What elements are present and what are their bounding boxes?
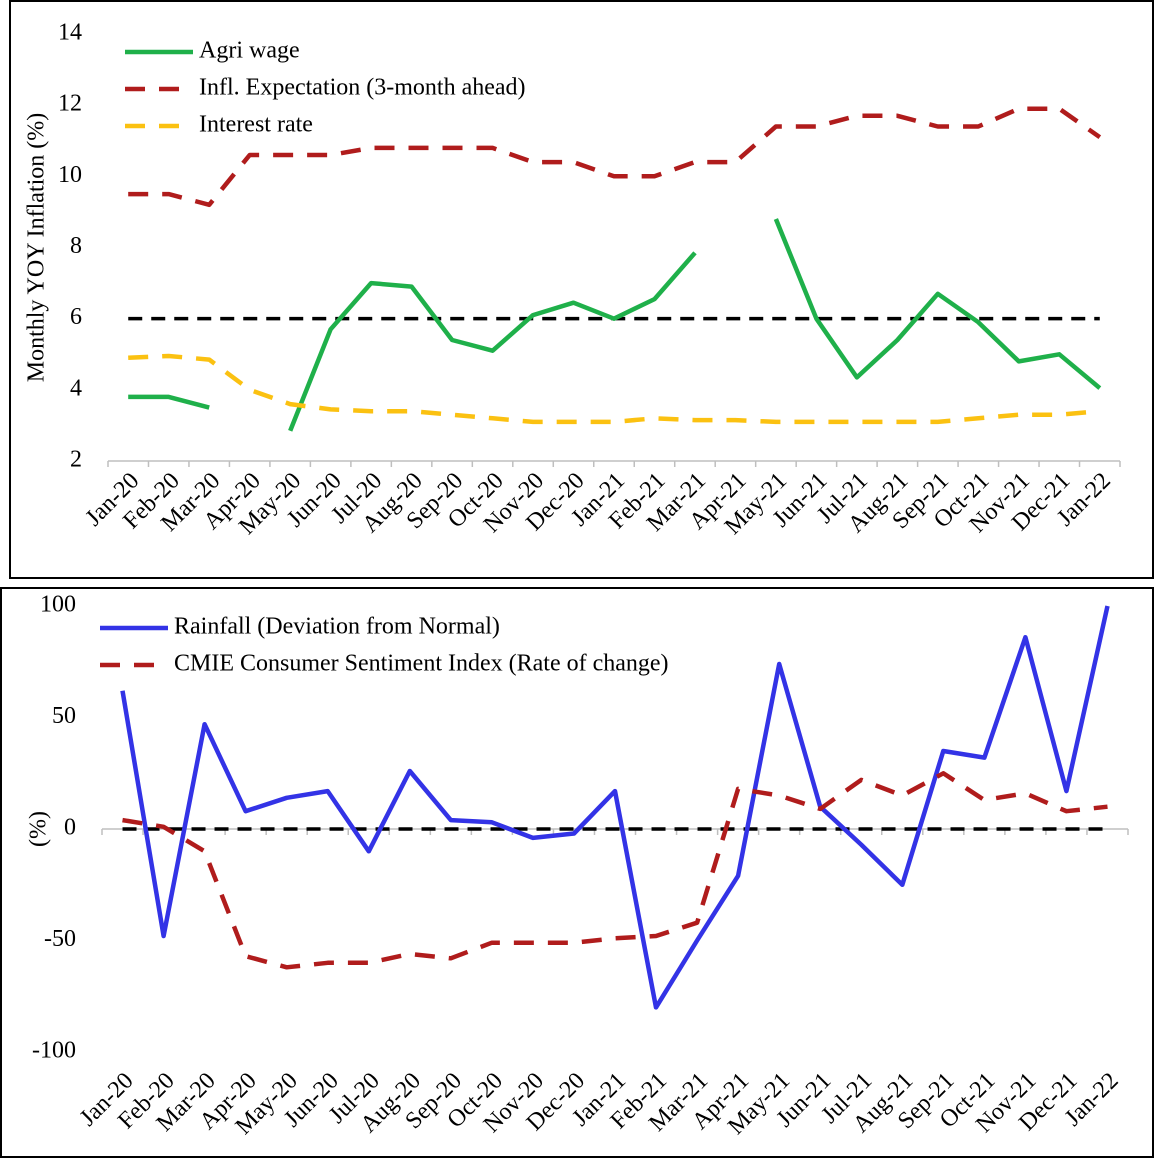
- legend-label: CMIE Consumer Sentiment Index (Rate of c…: [174, 651, 669, 677]
- series-line: [122, 771, 1108, 970]
- y-tick-label: 50: [52, 703, 76, 729]
- legend-label: Interest rate: [199, 112, 313, 138]
- y-tick-label: -50: [44, 926, 76, 952]
- y-tick-label: -100: [32, 1038, 76, 1064]
- series-line: [120, 605, 1110, 1010]
- legend-label: Infl. Expectation (3-month ahead): [199, 75, 526, 101]
- y-tick-label: 4: [70, 375, 82, 401]
- y-tick-label: 14: [58, 20, 82, 46]
- series-line: [128, 353, 1100, 425]
- series-line: [128, 106, 1102, 208]
- y-tick-label: 10: [58, 162, 82, 188]
- y-tick-label: 6: [70, 304, 82, 330]
- top-chart-frame: [9, 0, 1154, 579]
- bottom-chart-frame: [0, 587, 1154, 1158]
- y-tick-label: 2: [70, 447, 82, 473]
- y-axis-label: Monthly YOY Inflation (%): [24, 113, 50, 383]
- y-tick-label: 0: [64, 815, 76, 841]
- legend-label: Rainfall (Deviation from Normal): [174, 614, 500, 640]
- y-tick-label: 100: [40, 592, 76, 618]
- y-tick-label: 12: [58, 91, 82, 117]
- y-tick-label: 8: [70, 233, 82, 259]
- legend-label: Agri wage: [199, 38, 300, 64]
- series-line: [128, 218, 1102, 432]
- y-axis-label: (%): [26, 811, 52, 847]
